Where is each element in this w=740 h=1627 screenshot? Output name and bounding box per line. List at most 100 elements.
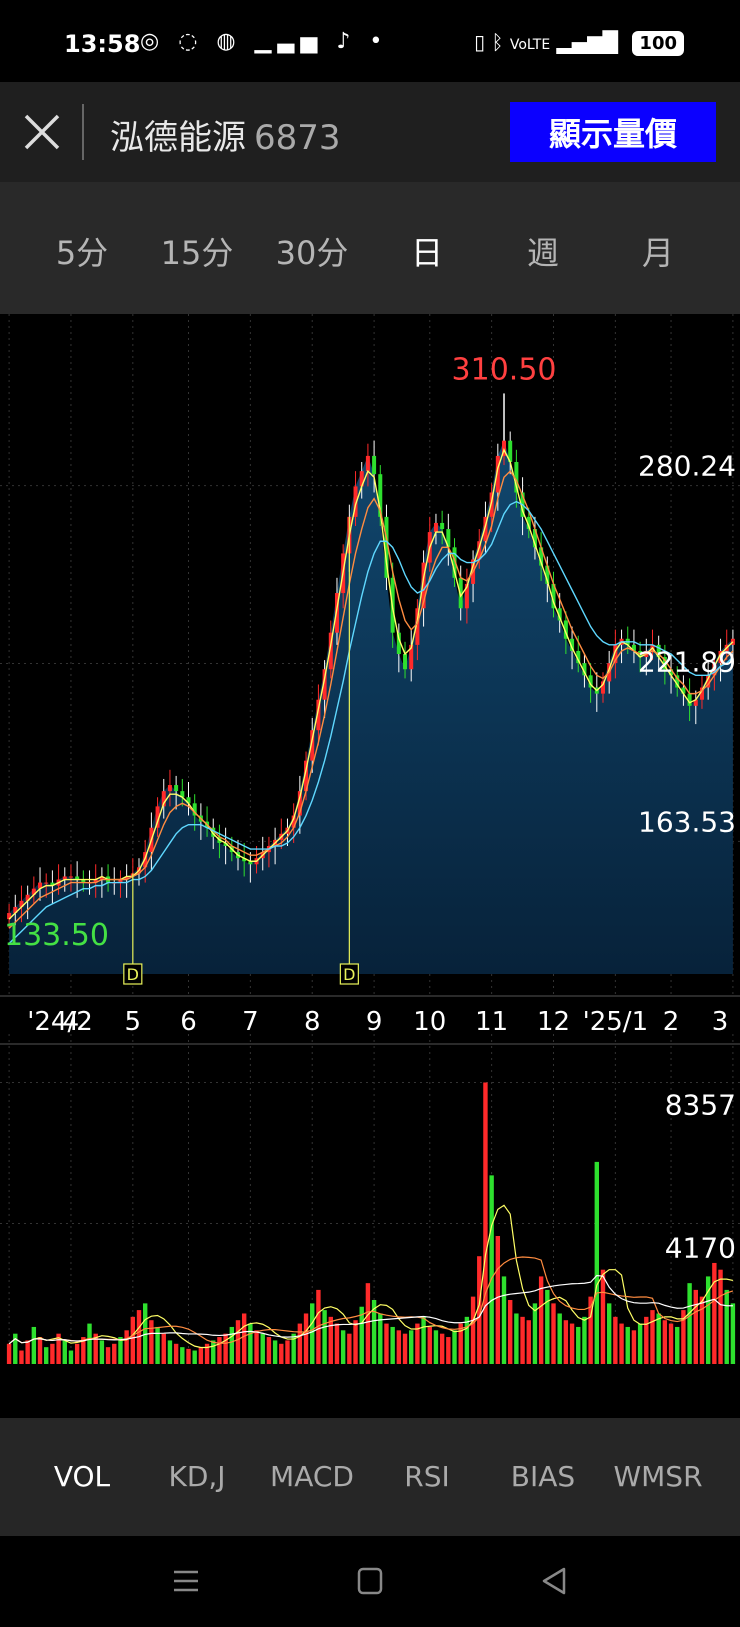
volume-bar bbox=[631, 1330, 637, 1364]
volume-bar bbox=[180, 1347, 185, 1364]
tab-weekly[interactable]: 週 bbox=[526, 234, 560, 272]
candle-body bbox=[155, 806, 160, 828]
volume-bar bbox=[681, 1310, 686, 1364]
system-nav-bar bbox=[0, 1536, 740, 1627]
volume-bar bbox=[142, 1303, 148, 1364]
show-volume-price-button[interactable]: 顯示量價 bbox=[510, 102, 716, 162]
chart-area[interactable]: 310.50 133.50 D D 280.24 221.89 163.53 '24/2 4 5 6… bbox=[0, 314, 740, 1418]
volume-bar bbox=[25, 1340, 30, 1364]
tab-monthly[interactable]: 月 bbox=[641, 234, 675, 272]
volume-bar bbox=[576, 1326, 581, 1364]
tab-5min[interactable]: 5分 bbox=[55, 234, 109, 272]
tiktok-icon: ♪ bbox=[336, 29, 357, 54]
volume-bar bbox=[19, 1350, 24, 1364]
volume-bar bbox=[563, 1320, 569, 1364]
candle-body bbox=[483, 516, 488, 542]
volume-bar bbox=[340, 1330, 346, 1364]
candle-body bbox=[93, 879, 98, 883]
volume-bar bbox=[495, 1236, 501, 1364]
candle-body bbox=[31, 888, 36, 895]
candle-body bbox=[68, 876, 73, 878]
candle-body bbox=[563, 620, 568, 639]
volume-bar bbox=[600, 1269, 606, 1364]
volume-bar bbox=[223, 1333, 228, 1364]
indicator-tabs: VOL KD,J MACD RSI BIAS WMSR bbox=[0, 1418, 740, 1536]
volume-bar bbox=[446, 1337, 451, 1364]
tab-daily[interactable]: 日 bbox=[410, 234, 444, 272]
back-icon[interactable] bbox=[534, 1564, 574, 1598]
volume-bar bbox=[705, 1276, 711, 1364]
tab-rsi[interactable]: RSI bbox=[404, 1460, 450, 1493]
candle-body bbox=[118, 879, 123, 883]
price-volume-chart[interactable]: 310.50 133.50 D D 280.24 221.89 163.53 '24/24 5 6… bbox=[0, 314, 740, 1418]
battery-indicator: 100 bbox=[632, 31, 684, 56]
candle-body bbox=[316, 699, 321, 731]
volume-bar bbox=[13, 1333, 18, 1364]
volume-tick-label: 8357 bbox=[665, 1089, 736, 1122]
volume-bar bbox=[699, 1296, 705, 1364]
volume-bar bbox=[279, 1343, 284, 1364]
high-price-label: 310.50 bbox=[452, 352, 557, 387]
volume-bar bbox=[545, 1289, 550, 1364]
volume-bar bbox=[507, 1300, 513, 1364]
volume-bar bbox=[613, 1316, 618, 1364]
close-icon[interactable] bbox=[22, 112, 62, 152]
volume-bar bbox=[217, 1337, 222, 1364]
volume-bar bbox=[433, 1330, 439, 1364]
ma-line-1 bbox=[8, 470, 734, 929]
candle-body bbox=[526, 516, 531, 530]
bluetooth-icon: ᛒ bbox=[491, 30, 504, 54]
x-tick-label: 10 bbox=[413, 1007, 446, 1037]
tab-30min[interactable]: 30分 bbox=[275, 234, 349, 272]
candle-body bbox=[25, 894, 30, 901]
line-icon: ◍ bbox=[216, 29, 242, 54]
volume-bar bbox=[303, 1313, 309, 1364]
candle-body bbox=[718, 650, 723, 664]
volume-bar bbox=[668, 1323, 674, 1364]
volume-bar bbox=[192, 1350, 197, 1364]
volume-bar bbox=[712, 1262, 717, 1364]
volume-bar bbox=[538, 1276, 544, 1364]
tab-macd[interactable]: MACD bbox=[270, 1460, 354, 1493]
tab-kdj[interactable]: KD,J bbox=[168, 1460, 226, 1493]
volume-bar bbox=[501, 1276, 507, 1364]
volume-bar bbox=[50, 1343, 55, 1364]
x-tick-label: 12 bbox=[537, 1007, 570, 1037]
period-tabs: 5分 15分 30分 日 週 月 bbox=[0, 182, 740, 315]
price-tick-label: 163.53 bbox=[638, 805, 736, 838]
volume-bar bbox=[656, 1313, 661, 1364]
candle-body bbox=[242, 858, 247, 862]
candle-body bbox=[13, 906, 18, 914]
dividend-marker: D bbox=[343, 965, 355, 984]
volume-bar bbox=[365, 1283, 371, 1364]
volume-bar bbox=[56, 1333, 61, 1364]
signal-bars-icon: ▁▃▅ bbox=[254, 29, 324, 54]
volume-bar bbox=[6, 1343, 12, 1364]
home-icon[interactable] bbox=[350, 1564, 390, 1598]
volume-bar bbox=[285, 1340, 290, 1364]
header-divider bbox=[82, 104, 84, 160]
header-bar: 泓德能源 6873 顯示量價 bbox=[0, 82, 740, 182]
tab-vol[interactable]: VOL bbox=[53, 1460, 111, 1493]
recent-apps-icon[interactable] bbox=[166, 1564, 206, 1598]
candle-body bbox=[365, 455, 370, 472]
candle-body bbox=[570, 638, 575, 651]
candle-body bbox=[384, 516, 389, 578]
candle-body bbox=[669, 669, 674, 676]
tab-wmsr[interactable]: WMSR bbox=[613, 1460, 703, 1493]
candle-body bbox=[687, 693, 692, 706]
volume-bar bbox=[606, 1303, 612, 1364]
volume-bar bbox=[186, 1348, 191, 1364]
candle-body bbox=[576, 650, 581, 664]
tab-15min[interactable]: 15分 bbox=[160, 234, 234, 272]
candle-body bbox=[167, 785, 172, 792]
volume-bar bbox=[260, 1333, 265, 1364]
volume-bar bbox=[619, 1323, 624, 1364]
volume-bar bbox=[458, 1323, 463, 1364]
candle-body bbox=[174, 785, 179, 792]
candle-body bbox=[211, 827, 216, 837]
volume-bar bbox=[520, 1316, 525, 1364]
volume-bar bbox=[477, 1256, 482, 1364]
tab-bias[interactable]: BIAS bbox=[510, 1460, 576, 1493]
volume-bar bbox=[384, 1323, 389, 1364]
